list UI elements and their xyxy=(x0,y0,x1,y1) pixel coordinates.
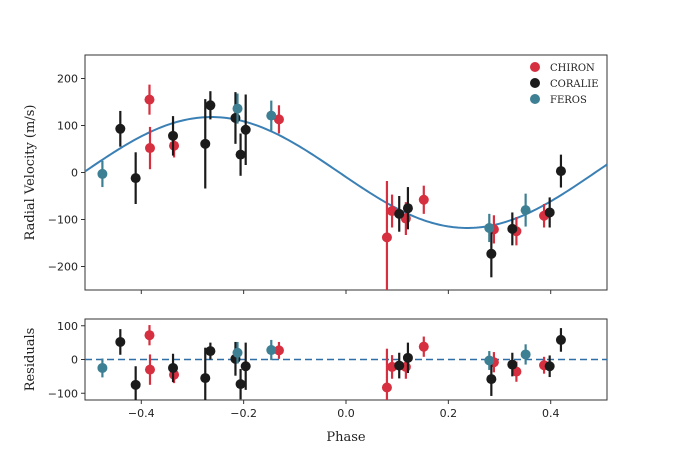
data-point xyxy=(200,373,211,384)
data-point xyxy=(130,379,141,390)
series-chiron xyxy=(144,84,550,290)
legend: CHIRON CORALIE FEROS xyxy=(530,62,599,106)
data-point xyxy=(402,203,413,214)
y-tick-label: −100 xyxy=(48,387,78,400)
data-point xyxy=(130,173,141,184)
data-point xyxy=(418,194,429,205)
data-point xyxy=(240,124,251,135)
data-point xyxy=(555,334,566,345)
data-point xyxy=(230,112,241,123)
y-tick-label: 0 xyxy=(71,167,78,180)
data-point xyxy=(144,94,155,105)
series-coralie xyxy=(115,328,566,400)
x-tick-label: 0.2 xyxy=(440,407,458,420)
y-tick-label: 200 xyxy=(57,73,78,86)
x-tick-label: −0.2 xyxy=(230,407,257,420)
data-point xyxy=(486,248,497,259)
data-point xyxy=(381,232,392,243)
data-point xyxy=(97,168,108,179)
data-point xyxy=(544,361,555,372)
y-tick-label: 100 xyxy=(57,320,78,333)
legend-marker-feros xyxy=(530,94,540,104)
data-point xyxy=(266,345,277,356)
data-point xyxy=(520,349,531,360)
series-feros xyxy=(97,93,531,243)
data-point xyxy=(115,336,126,347)
data-point xyxy=(555,166,566,177)
data-point xyxy=(381,382,392,393)
data-point xyxy=(507,223,518,234)
data-point xyxy=(240,361,251,372)
main-panel: 200 100 0 −100 −200 Radial Velocity (m/s) CHIR… xyxy=(23,54,608,294)
data-point xyxy=(235,379,246,390)
data-point xyxy=(402,352,413,363)
data-point xyxy=(235,149,246,160)
data-point xyxy=(484,222,495,233)
data-point xyxy=(200,138,211,149)
data-point xyxy=(97,362,108,373)
data-point xyxy=(394,208,405,219)
legend-label-feros: FEROS xyxy=(550,95,587,106)
x-axis-label: Phase xyxy=(326,430,366,445)
data-point xyxy=(205,100,216,111)
data-point xyxy=(507,359,518,370)
y-tick-label: −100 xyxy=(48,214,78,227)
residuals-panel: −0.4 −0.2 0.0 0.2 0.4 100 0 −100 Residuals Phase xyxy=(23,318,608,445)
x-tick-label: −0.4 xyxy=(128,407,155,420)
data-point xyxy=(266,110,277,121)
legend-label-chiron: CHIRON xyxy=(550,63,595,74)
data-point xyxy=(484,355,495,366)
data-point xyxy=(144,364,155,375)
data-point xyxy=(168,130,179,141)
x-tick-label: 0.0 xyxy=(337,407,355,420)
y-axis-label: Radial Velocity (m/s) xyxy=(23,105,38,241)
data-point xyxy=(115,123,126,134)
series-feros xyxy=(97,339,531,378)
series-coralie xyxy=(115,91,566,278)
data-point xyxy=(144,143,155,154)
data-point xyxy=(273,345,284,356)
residuals-axis-label: Residuals xyxy=(23,328,38,392)
data-point xyxy=(520,205,531,216)
legend-marker-chiron xyxy=(530,62,540,72)
data-point xyxy=(544,207,555,218)
data-point xyxy=(394,360,405,371)
data-point xyxy=(418,341,429,352)
data-point xyxy=(486,374,497,385)
data-point xyxy=(168,362,179,373)
data-point xyxy=(144,330,155,341)
y-tick-label: 100 xyxy=(57,120,78,133)
data-point xyxy=(232,347,243,358)
data-point xyxy=(232,103,243,114)
legend-label-coralie: CORALIE xyxy=(550,79,599,90)
legend-marker-coralie xyxy=(530,78,540,88)
data-point xyxy=(205,346,216,357)
x-tick-label: 0.4 xyxy=(542,407,560,420)
axes-frame xyxy=(84,54,608,291)
y-tick-label: 0 xyxy=(71,354,78,367)
data-point xyxy=(273,114,284,125)
y-tick-label: −200 xyxy=(48,261,78,274)
